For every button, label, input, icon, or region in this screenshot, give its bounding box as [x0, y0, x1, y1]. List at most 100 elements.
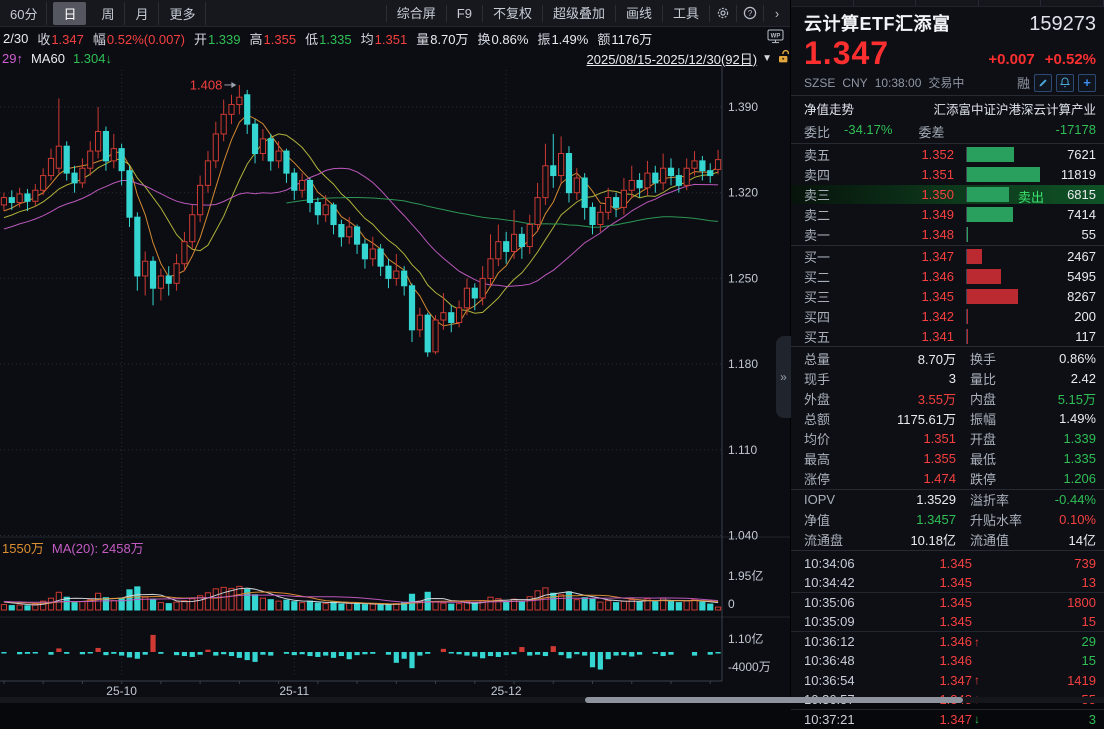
- high-annotation: 1.408: [190, 77, 223, 92]
- bid-row-5[interactable]: 买五 1.341 117: [804, 328, 1096, 345]
- volume-legend-value: 1550万: [2, 540, 44, 556]
- quote-time: 10:38:00: [874, 75, 922, 90]
- svg-text:1.180: 1.180: [728, 357, 758, 371]
- info-items: 收1.347 幅0.52%(0.007) 开1.339 高1.355 低1.335 均1.…: [37, 29, 661, 48]
- info-item-2: 开1.339: [193, 31, 241, 47]
- scrollbar-thumb[interactable]: [585, 697, 963, 703]
- quote-header: 云计算ETF汇添富 159273 1.347 +0.007 +0.52% SZS…: [791, 7, 1104, 92]
- ma-legend-bar: 29↑ MA60 1.304↓ 2025/08/15-2025/12/30(92…: [0, 49, 790, 67]
- volume-legend: 1550万 MA(20): 2458万: [2, 538, 144, 556]
- trade-row-4: 10:36:12 1.346 ↑ 29: [804, 634, 1096, 650]
- svg-text:1.040: 1.040: [728, 529, 758, 543]
- settings-gear-icon[interactable]: [709, 4, 736, 22]
- svg-text:25-10: 25-10: [106, 684, 137, 697]
- period-tabs: 60分日周月更多: [0, 0, 207, 26]
- trade-row-2: 10:35:06 1.345 1800: [804, 595, 1096, 611]
- stats-row-8: 净值 1.3457 升贴水率 0.10%: [804, 512, 1096, 529]
- ma-legend-prefix: 29↑: [2, 50, 23, 66]
- info-item-3: 高1.355: [249, 31, 297, 47]
- trade-down-arrow-icon: ↓: [974, 712, 980, 727]
- panel-collapse-handle[interactable]: »: [776, 336, 791, 418]
- svg-text:1.110: 1.110: [728, 443, 757, 457]
- period-tab-更多[interactable]: 更多: [161, 1, 206, 25]
- trade-row-6: 10:36:54 1.347 ↑ 1419: [804, 672, 1096, 688]
- period-tab-日[interactable]: 日: [53, 1, 87, 25]
- help-icon[interactable]: ?: [736, 4, 763, 22]
- weibi-label: 委比: [804, 125, 831, 140]
- menu-item-2[interactable]: 不复权: [481, 4, 542, 22]
- svg-text:1.250: 1.250: [728, 271, 758, 285]
- candlestick-chart[interactable]: 1.390 1.320 1.250 1.180 1.110 1.040 1.95亿 0 1.10…: [0, 66, 790, 698]
- svg-text:1.10亿: 1.10亿: [728, 631, 763, 646]
- period-tab-60分[interactable]: 60分: [1, 1, 48, 25]
- chart-toolbar: 60分日周月更多 综合屏 F9 不复权 超级叠加 画线 工具 ? ›: [0, 0, 790, 27]
- ask-row-4[interactable]: 卖二 1.349 7414: [804, 206, 1096, 223]
- info-item-6: 量8.70万: [416, 31, 469, 47]
- info-item-7: 换0.86%: [477, 31, 529, 47]
- info-item-4: 低1.335: [305, 31, 352, 47]
- info-item-0: 收1.347: [37, 31, 84, 47]
- fund-nav-row[interactable]: 净值走势 汇添富中证沪港深云计算产业: [791, 96, 1104, 121]
- menu-item-0[interactable]: 综合屏: [385, 4, 446, 22]
- weibi-value: -34.17%: [844, 122, 893, 137]
- info-item-9: 额1176万: [597, 31, 653, 47]
- svg-text:-4000万: -4000万: [728, 660, 771, 674]
- menu-item-1[interactable]: F9: [445, 4, 482, 22]
- order-book: 卖五 1.352 7621 卖四 1.351 11819 卖三 1.350 卖出 6815 卖二 1.…: [791, 144, 1104, 346]
- stats-row-5: 最高 1.355 最低 1.335: [804, 451, 1096, 468]
- svg-text:WP: WP: [771, 33, 781, 39]
- add-plus-icon[interactable]: +: [1078, 73, 1096, 92]
- security-name: 云计算ETF汇添富: [804, 14, 951, 34]
- bid-row-4[interactable]: 买四 1.342 200: [804, 308, 1096, 325]
- period-tab-月[interactable]: 月: [127, 1, 159, 25]
- stats-row-2: 外盘 3.55万 内盘 5.15万: [804, 392, 1096, 408]
- menu-item-4[interactable]: 画线: [614, 4, 662, 22]
- ask-row-2[interactable]: 卖四 1.351 11819: [804, 167, 1096, 184]
- chart-column: 60分日周月更多 综合屏 F9 不复权 超级叠加 画线 工具 ? › 2/30 收1.34…: [0, 0, 790, 698]
- indicator-layer: [1, 634, 721, 670]
- trading-status: 交易中: [928, 76, 965, 90]
- weicha-label: 委差: [918, 125, 945, 140]
- margin-flag[interactable]: 融: [1016, 76, 1030, 91]
- date-range-caret-icon[interactable]: ▼: [762, 52, 772, 64]
- stats-row-7: IOPV 1.3529 溢折率 -0.44%: [804, 492, 1096, 509]
- trade-row-5: 10:36:48 1.346 15: [804, 653, 1096, 669]
- info-item-5: 均1.351: [360, 31, 408, 47]
- bid-row-2[interactable]: 买二 1.346 5495: [804, 269, 1096, 286]
- bid-row-3[interactable]: 买三 1.345 8267: [804, 288, 1096, 305]
- security-code: 159273: [1029, 13, 1096, 35]
- menu-item-3[interactable]: 超级叠加: [541, 4, 615, 22]
- panel-tab-strip: [791, 0, 1104, 7]
- ohlc-info-bar: 2/30 收1.347 幅0.52%(0.007) 开1.339 高1.355 低1.3…: [0, 27, 790, 49]
- visible-date-range[interactable]: 2025/08/15-2025/12/30(92日): [586, 51, 758, 67]
- info-item-1: 幅0.52%(0.007): [92, 31, 185, 47]
- ask-row-5[interactable]: 卖一 1.348 55: [804, 226, 1096, 243]
- ma60-label: MA60: [30, 50, 65, 66]
- trade-row-3: 10:35:09 1.345 15: [804, 614, 1096, 630]
- bid-row-1[interactable]: 买一 1.347 2467: [804, 249, 1096, 266]
- ask-row-1[interactable]: 卖五 1.352 7621: [804, 147, 1096, 164]
- toolbar-expand-chevron-icon[interactable]: ›: [763, 4, 790, 22]
- svg-text:1.95亿: 1.95亿: [728, 568, 763, 583]
- stats-row-1: 现手 3 量比 2.42: [804, 371, 1096, 388]
- alert-bell-icon[interactable]: [1056, 73, 1074, 92]
- stats-row-6: 涨停 1.474 跌停 1.206: [804, 471, 1096, 488]
- ask-row-3[interactable]: 卖三 1.350 卖出 6815: [791, 184, 1104, 205]
- wp-window-icon[interactable]: WP: [767, 29, 784, 47]
- edit-pencil-icon[interactable]: [1034, 73, 1052, 92]
- menu-item-5[interactable]: 工具: [661, 4, 709, 22]
- axis-labels: 1.390 1.320 1.250 1.180 1.110 1.040 1.95亿 0 1.10…: [106, 100, 771, 698]
- info-prefix: 2/30: [3, 30, 29, 46]
- weibi-row: 委比 -34.17% 委差 -17178: [791, 121, 1104, 143]
- price-change-pct: +0.52%: [1044, 51, 1096, 68]
- fund-full-name: 汇添富中证沪港深云计算产业: [933, 103, 1096, 117]
- svg-text:0: 0: [728, 597, 735, 611]
- svg-text:25-11: 25-11: [279, 684, 309, 697]
- horizontal-scrollbar[interactable]: [0, 697, 1104, 703]
- svg-text:25-12: 25-12: [491, 684, 522, 697]
- trade-up-arrow-icon: ↑: [974, 673, 980, 688]
- unlock-icon[interactable]: [777, 49, 790, 67]
- period-tab-周[interactable]: 周: [92, 1, 125, 25]
- nav-trend-label: 净值走势: [804, 103, 855, 117]
- sell-executed-flash: 卖出: [1017, 189, 1044, 205]
